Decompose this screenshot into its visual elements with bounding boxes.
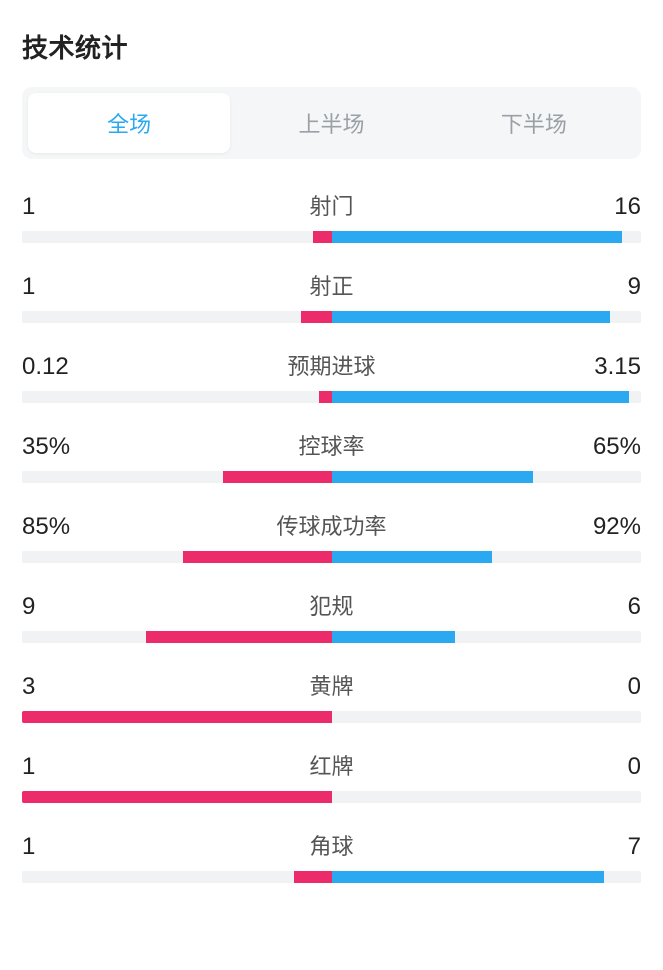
stat-label: 预期进球 — [287, 349, 375, 381]
stat-row: 0.12 预期进球 3.15 — [22, 349, 641, 403]
stat-label: 红牌 — [309, 749, 353, 781]
stat-right-value: 9 — [581, 273, 641, 301]
stat-right-value: 7 — [581, 833, 641, 861]
stat-bar-right-fill — [332, 471, 533, 483]
stat-labels: 3 黄牌 0 — [22, 669, 641, 701]
stat-left-value: 1 — [22, 753, 82, 781]
stat-bar-right-track — [332, 231, 642, 243]
stat-bar — [22, 871, 641, 883]
stat-bar-right-fill — [332, 231, 623, 243]
stat-bar — [22, 311, 641, 323]
tab-2[interactable]: 下半场 — [433, 93, 635, 153]
stat-bar-left-track — [22, 231, 332, 243]
stat-row: 1 射门 16 — [22, 189, 641, 243]
stat-bar — [22, 711, 641, 723]
stat-labels: 1 射正 9 — [22, 269, 641, 301]
stat-row: 35% 控球率 65% — [22, 429, 641, 483]
stat-bar-right-fill — [332, 551, 493, 563]
stat-bar-left-fill — [22, 791, 332, 803]
stat-row: 1 红牌 0 — [22, 749, 641, 803]
stat-label: 黄牌 — [309, 669, 353, 701]
period-tabs: 全场 上半场 下半场 — [22, 87, 641, 159]
tab-label: 全场 — [107, 112, 151, 137]
stat-row: 3 黄牌 0 — [22, 669, 641, 723]
stat-bar-left-fill — [183, 551, 332, 563]
stat-bar-left-track — [22, 631, 332, 643]
stat-left-value: 0.12 — [22, 353, 82, 381]
stat-row: 9 犯规 6 — [22, 589, 641, 643]
stat-labels: 1 角球 7 — [22, 829, 641, 861]
stat-bar-left-fill — [313, 231, 332, 243]
stat-left-value: 1 — [22, 273, 82, 301]
tab-0[interactable]: 全场 — [28, 93, 230, 153]
tab-label: 上半场 — [298, 112, 364, 137]
stat-left-value: 3 — [22, 673, 82, 701]
stat-right-value: 0 — [581, 673, 641, 701]
stat-label: 传球成功率 — [276, 509, 386, 541]
stat-bar-left-track — [22, 471, 332, 483]
stat-bar — [22, 631, 641, 643]
stat-bar-right-track — [332, 791, 642, 803]
stat-bar-right-fill — [332, 871, 604, 883]
stat-bar-left-track — [22, 311, 332, 323]
stat-row: 85% 传球成功率 92% — [22, 509, 641, 563]
stat-right-value: 92% — [581, 513, 641, 541]
tab-1[interactable]: 上半场 — [230, 93, 432, 153]
page-title: 技术统计 — [22, 28, 641, 65]
stats-panel: 技术统计 全场上半场下半场 1射门161射正90.12预期进球3.1535%控球… — [0, 0, 663, 883]
stat-labels: 85% 传球成功率 92% — [22, 509, 641, 541]
stat-bar-right-fill — [332, 631, 456, 643]
stat-bar — [22, 231, 641, 243]
stat-bar-left-track — [22, 711, 332, 723]
stat-right-value: 6 — [581, 593, 641, 621]
stat-right-value: 0 — [581, 753, 641, 781]
stat-bar — [22, 551, 641, 563]
stat-bar-right-track — [332, 551, 642, 563]
stat-left-value: 1 — [22, 193, 82, 221]
stat-labels: 1 射门 16 — [22, 189, 641, 221]
stat-bar-right-fill — [332, 391, 629, 403]
stat-bar-left-fill — [223, 471, 331, 483]
stat-bar — [22, 791, 641, 803]
stat-right-value: 65% — [581, 433, 641, 461]
stat-bar — [22, 391, 641, 403]
stat-bar-left-track — [22, 871, 332, 883]
stat-bar-right-track — [332, 311, 642, 323]
stat-right-value: 3.15 — [581, 353, 641, 381]
stat-labels: 9 犯规 6 — [22, 589, 641, 621]
stat-right-value: 16 — [581, 193, 641, 221]
stat-labels: 1 红牌 0 — [22, 749, 641, 781]
stat-left-value: 1 — [22, 833, 82, 861]
stat-bar-left-fill — [301, 311, 332, 323]
stat-bar-left-fill — [319, 391, 331, 403]
stat-bar-right-track — [332, 391, 642, 403]
stat-row: 1 射正 9 — [22, 269, 641, 323]
stat-bar — [22, 471, 641, 483]
stat-left-value: 35% — [22, 433, 82, 461]
stat-left-value: 9 — [22, 593, 82, 621]
stat-label: 射正 — [309, 269, 353, 301]
stat-bar-right-fill — [332, 311, 611, 323]
stat-left-value: 85% — [22, 513, 82, 541]
stat-bar-right-track — [332, 471, 642, 483]
stat-bar-right-track — [332, 711, 642, 723]
stat-bar-left-track — [22, 791, 332, 803]
stat-label: 控球率 — [298, 429, 364, 461]
stats-list: 1射门161射正90.12预期进球3.1535%控球率65%85%传球成功率92… — [22, 189, 641, 883]
stat-bar-right-track — [332, 871, 642, 883]
stat-bar-left-fill — [146, 631, 332, 643]
stat-label: 犯规 — [309, 589, 353, 621]
stat-bar-right-track — [332, 631, 642, 643]
stat-bar-left-fill — [22, 711, 332, 723]
stat-label: 射门 — [309, 189, 353, 221]
stat-row: 1 角球 7 — [22, 829, 641, 883]
stat-labels: 35% 控球率 65% — [22, 429, 641, 461]
stat-bar-left-track — [22, 391, 332, 403]
stat-label: 角球 — [309, 829, 353, 861]
stat-bar-left-track — [22, 551, 332, 563]
stat-bar-left-fill — [294, 871, 331, 883]
tab-label: 下半场 — [501, 112, 567, 137]
stat-labels: 0.12 预期进球 3.15 — [22, 349, 641, 381]
